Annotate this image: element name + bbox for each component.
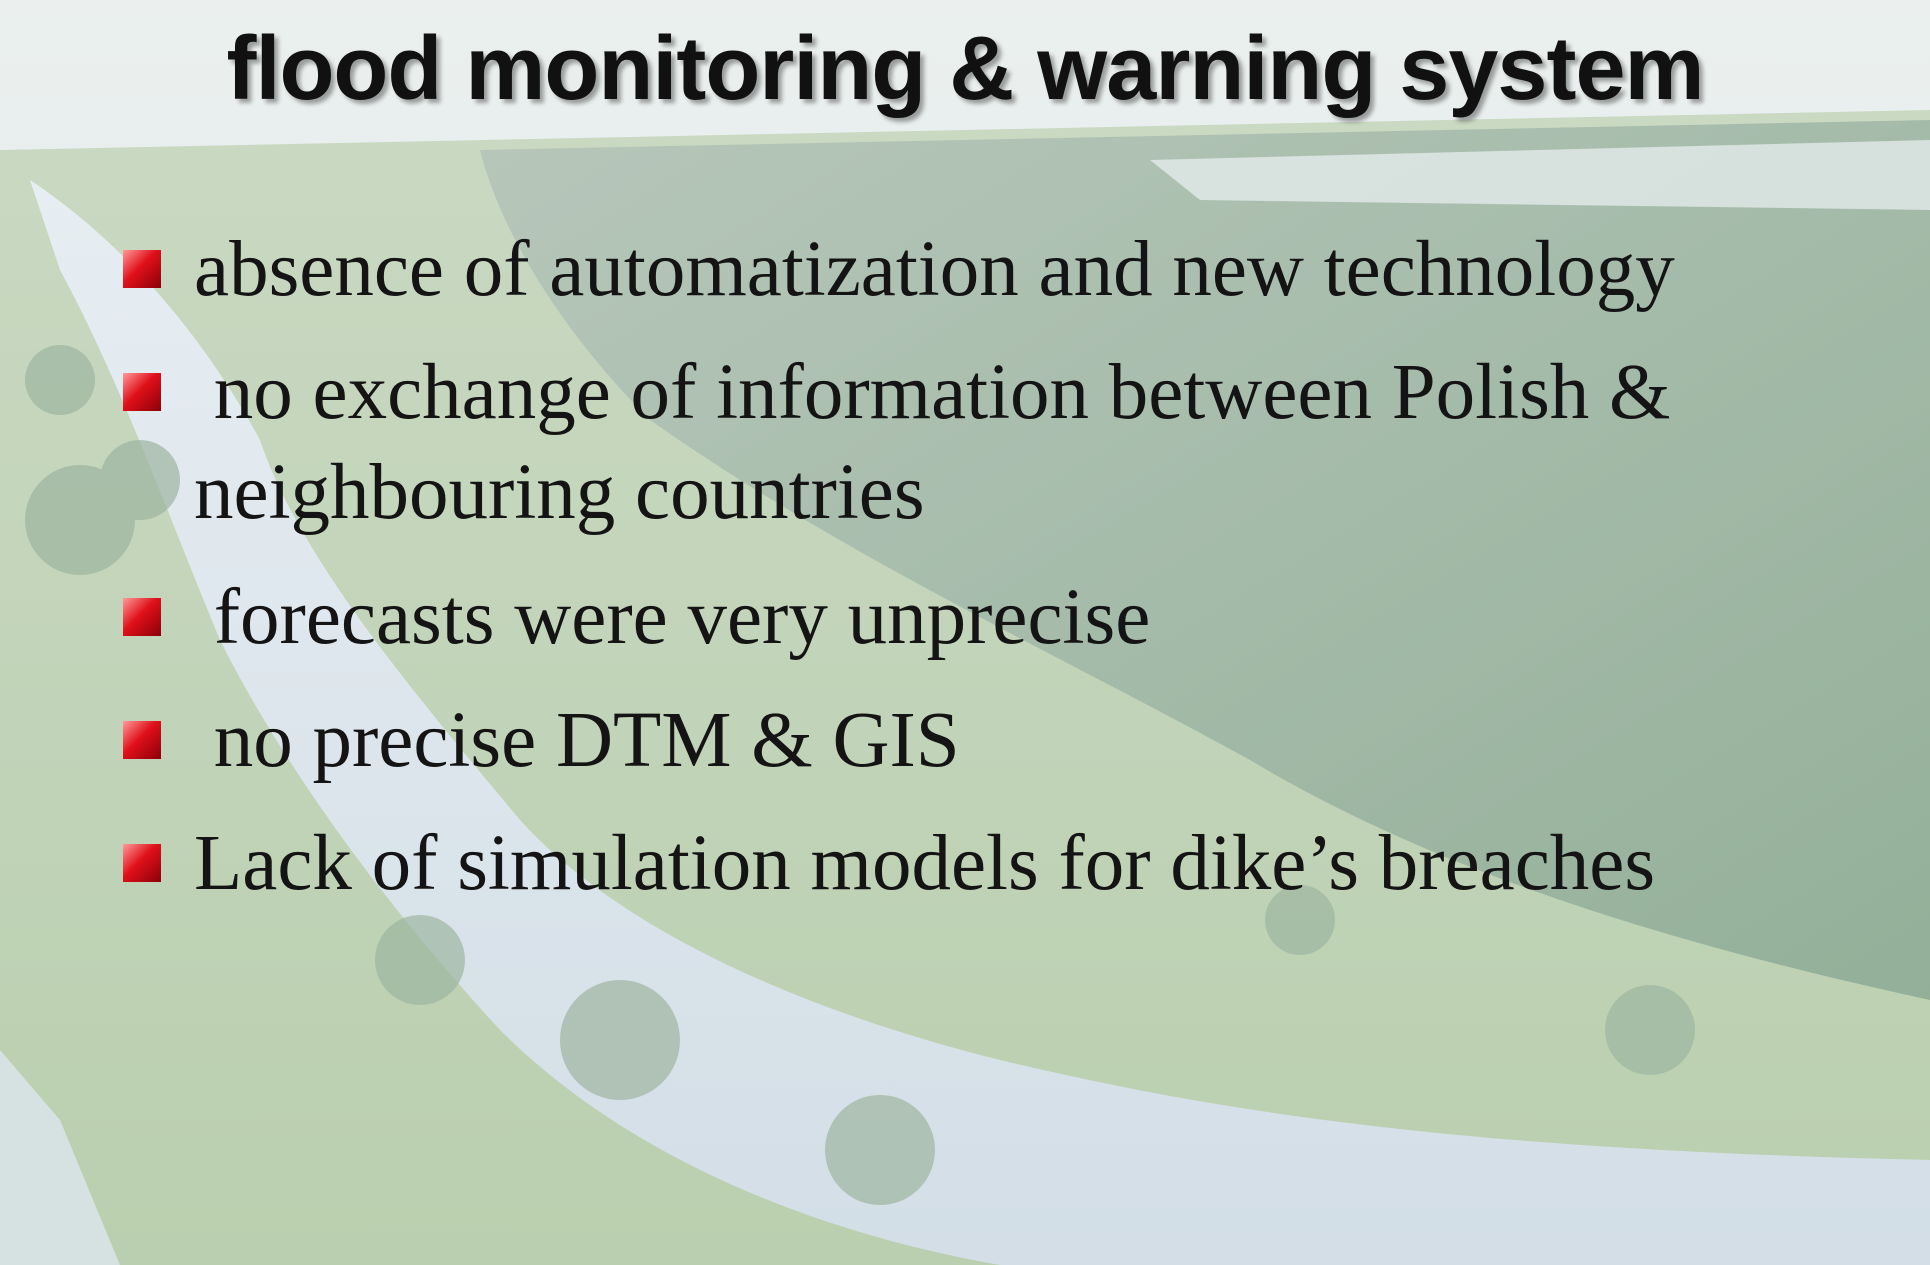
slide-title: flood monitoring & warning system <box>0 18 1930 121</box>
bullet-text: Lack of simulation models for dike’s bre… <box>194 814 1844 914</box>
bullet-marker <box>123 844 161 882</box>
bullet-marker <box>123 721 161 759</box>
bullet-text: no exchange of information between Polis… <box>194 343 1844 543</box>
slide: flood monitoring & warning system absenc… <box>0 0 1930 1265</box>
bullet-marker <box>123 598 161 636</box>
bullet-text: absence of automatization and new techno… <box>194 220 1844 320</box>
bullet-marker <box>123 250 161 288</box>
bullet-marker <box>123 373 161 411</box>
bullet-text: forecasts were very unprecise <box>194 568 1844 668</box>
bullet-text: no precise DTM & GIS <box>194 691 1844 791</box>
